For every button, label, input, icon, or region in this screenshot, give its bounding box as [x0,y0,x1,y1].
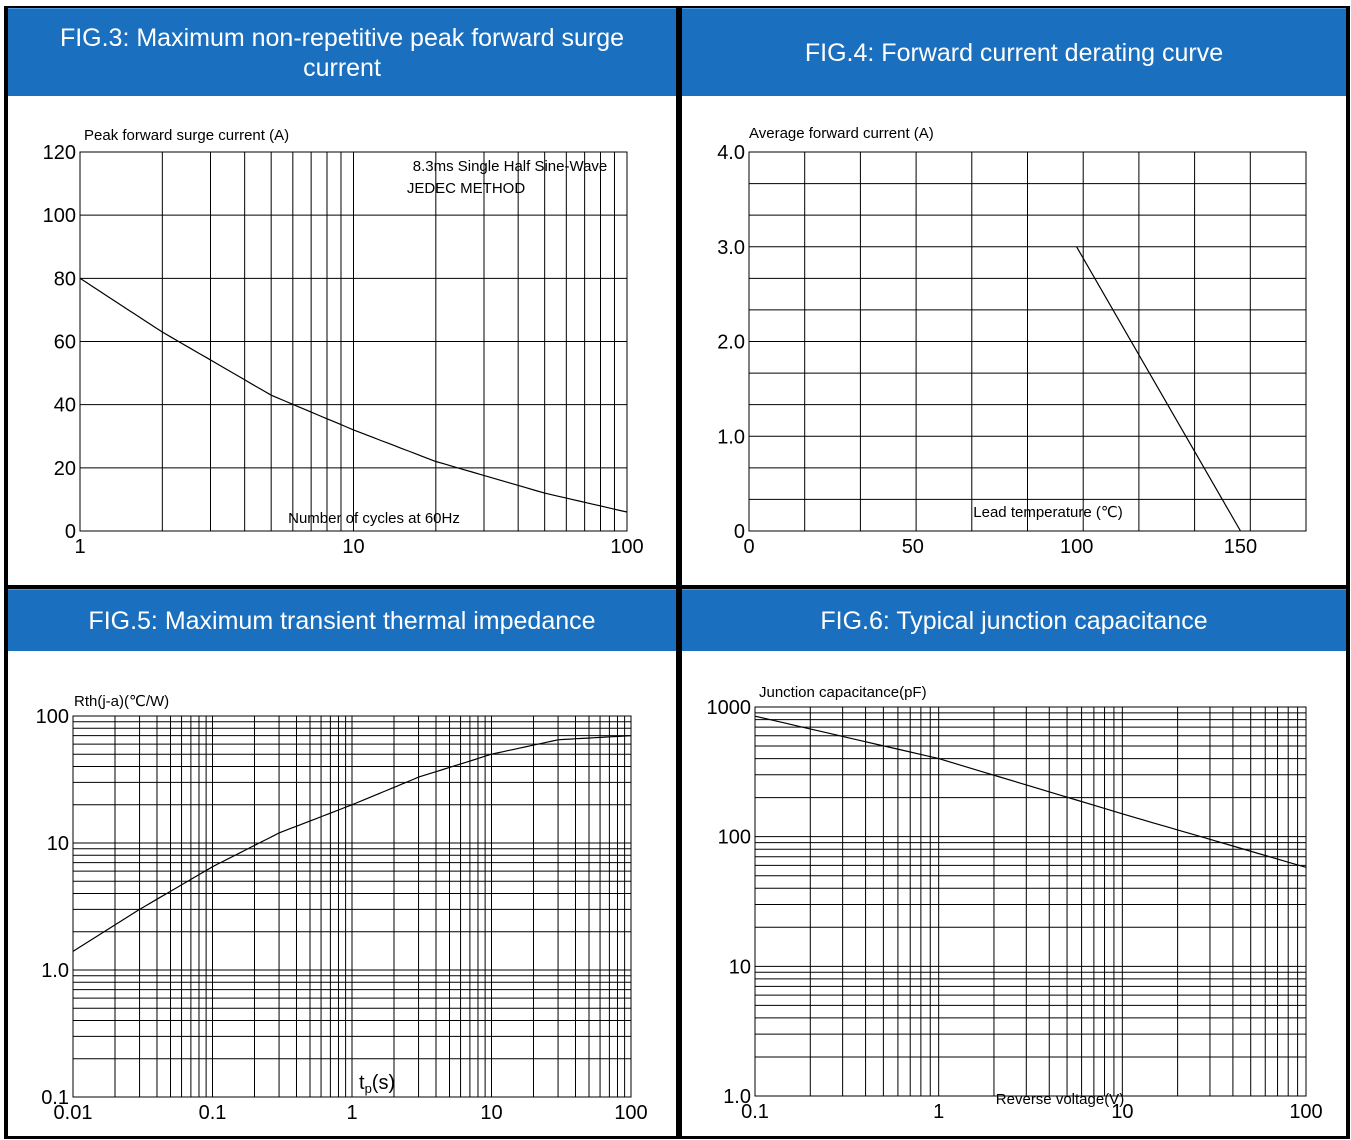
fig5-xtick-label: 100 [614,1102,647,1124]
fig3-ytick-label: 120 [43,142,76,164]
fig6-ytick-label: 10 [729,956,751,978]
fig3-ytick-label: 100 [43,205,76,227]
fig3-ytick-label: 20 [54,458,76,480]
fig3-header: FIG.3: Maximum non-repetitive peak forwa… [8,8,676,96]
bottom-border [4,1136,1350,1139]
outer-left-border [4,6,8,1138]
fig4-ylabel: Average forward current (A) [749,125,934,142]
fig6-ylabel: Junction capacitance(pF) [759,684,927,701]
fig4-ytick-label: 2.0 [717,332,745,354]
fig5-ytick-label: 10 [47,833,69,855]
fig6-xtick-label: 0.1 [741,1101,769,1123]
fig5-ytick-label: 100 [36,706,69,728]
fig3-xlabel: Number of cycles at 60Hz [288,510,460,527]
fig6-header: FIG.6: Typical junction capacitance [682,589,1346,651]
fig5-header: FIG.5: Maximum transient thermal impedan… [8,589,676,651]
fig3-xtick-label: 100 [610,536,643,558]
fig3-series-line [79,277,628,513]
fig3-ylabel: Peak forward surge current (A) [84,127,289,144]
center-divider [676,6,682,1138]
fig6-ytick-label: 1000 [707,697,752,719]
fig6-xtick-label: 1 [933,1101,944,1123]
fig3-annotation-line1: 8.3ms Single Half Sine-Wave [413,158,608,175]
fig5-xlabel: tp(s) [359,1072,395,1096]
fig6-xtick-label: 100 [1289,1101,1322,1123]
fig3-ytick-label: 40 [54,395,76,417]
fig4-series-line [1076,246,1242,532]
fig4-xtick-label: 150 [1224,536,1257,558]
fig4-xtick-label: 0 [743,536,754,558]
outer-right-border [1346,6,1350,1138]
fig6-ytick-label: 100 [718,827,751,849]
fig4-ytick-label: 0 [734,521,745,543]
fig3-ytick-label: 60 [54,332,76,354]
fig6-plot-frame [754,706,1307,1097]
middle-divider [4,585,1350,589]
fig5-ylabel: Rth(j-a)(℃/W) [74,693,169,710]
fig5-xtick-label: 0.01 [54,1102,93,1124]
fig3-xtick-label: 1 [74,536,85,558]
fig4-xlabel: Lead temperature (℃) [973,504,1122,521]
fig4-ytick-label: 1.0 [717,426,745,448]
fig4-ytick-label: 4.0 [717,142,745,164]
fig4-title: FIG.4: Forward current derating curve [804,38,1224,67]
top-border [4,6,1350,8]
fig4-ytick-label: 3.0 [717,237,745,259]
fig3-title: FIG.3: Maximum non-repetitive peak forwa… [59,23,625,82]
fig6-ytick-label: 1.0 [723,1086,751,1108]
fig6-title: FIG.6: Typical junction capacitance [820,606,1208,635]
fig3-annotation-line2: JEDEC METHOD [407,180,526,197]
fig3-ytick-label: 80 [54,268,76,290]
fig3-xtick-label: 10 [342,536,364,558]
fig5-series-line [72,735,632,952]
fig5-ytick-label: 0.1 [41,1087,69,1109]
fig4-xtick-label: 100 [1060,536,1093,558]
fig6-xlabel: Reverse voltage(V) [996,1091,1124,1108]
fig6-series-line [754,715,1307,868]
fig5-xtick-label: 0.1 [199,1102,227,1124]
fig4-xtick-label: 50 [902,536,924,558]
fig5-xtick-label: 10 [480,1102,502,1124]
fig5-xtick-label: 1 [346,1102,357,1124]
fig4-header: FIG.4: Forward current derating curve [682,8,1346,96]
fig6-xtick-label: 10 [1111,1101,1133,1123]
fig3-ytick-label: 0 [65,521,76,543]
fig5-ytick-label: 1.0 [41,960,69,982]
fig5-title: FIG.5: Maximum transient thermal impedan… [88,606,596,635]
